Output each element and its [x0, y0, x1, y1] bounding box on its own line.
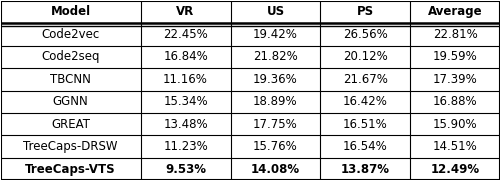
- Text: 22.81%: 22.81%: [433, 28, 478, 41]
- Text: 18.89%: 18.89%: [253, 95, 298, 108]
- Text: PS: PS: [357, 5, 374, 18]
- Text: 16.88%: 16.88%: [433, 95, 477, 108]
- Text: 22.45%: 22.45%: [163, 28, 208, 41]
- Text: 16.54%: 16.54%: [343, 140, 388, 153]
- Text: 26.56%: 26.56%: [343, 28, 388, 41]
- Text: TreeCaps-VTS: TreeCaps-VTS: [26, 163, 116, 176]
- Text: 17.39%: 17.39%: [433, 73, 478, 86]
- Text: 15.90%: 15.90%: [433, 118, 477, 131]
- Text: 19.42%: 19.42%: [253, 28, 298, 41]
- Text: 16.84%: 16.84%: [163, 50, 208, 63]
- Text: GREAT: GREAT: [51, 118, 90, 131]
- Text: 16.51%: 16.51%: [343, 118, 388, 131]
- Text: 14.08%: 14.08%: [251, 163, 300, 176]
- Text: 16.42%: 16.42%: [343, 95, 388, 108]
- Text: TreeCaps-DRSW: TreeCaps-DRSW: [24, 140, 118, 153]
- Text: 20.12%: 20.12%: [343, 50, 388, 63]
- Text: Average: Average: [428, 5, 482, 18]
- Text: 21.82%: 21.82%: [253, 50, 298, 63]
- Text: 21.67%: 21.67%: [343, 73, 388, 86]
- Text: 14.51%: 14.51%: [433, 140, 478, 153]
- Text: 17.75%: 17.75%: [253, 118, 298, 131]
- Text: Code2vec: Code2vec: [42, 28, 100, 41]
- Text: TBCNN: TBCNN: [50, 73, 91, 86]
- Text: 11.23%: 11.23%: [163, 140, 208, 153]
- Text: Code2seq: Code2seq: [42, 50, 100, 63]
- Text: 13.48%: 13.48%: [163, 118, 208, 131]
- Text: 15.34%: 15.34%: [163, 95, 208, 108]
- Text: 15.76%: 15.76%: [253, 140, 298, 153]
- Text: US: US: [267, 5, 285, 18]
- Text: 9.53%: 9.53%: [165, 163, 206, 176]
- Text: GGNN: GGNN: [53, 95, 89, 108]
- Text: VR: VR: [176, 5, 195, 18]
- Text: 19.36%: 19.36%: [253, 73, 298, 86]
- Text: 13.87%: 13.87%: [341, 163, 390, 176]
- Text: 11.16%: 11.16%: [163, 73, 208, 86]
- Text: 12.49%: 12.49%: [431, 163, 480, 176]
- Text: Model: Model: [51, 5, 91, 18]
- Text: 19.59%: 19.59%: [433, 50, 478, 63]
